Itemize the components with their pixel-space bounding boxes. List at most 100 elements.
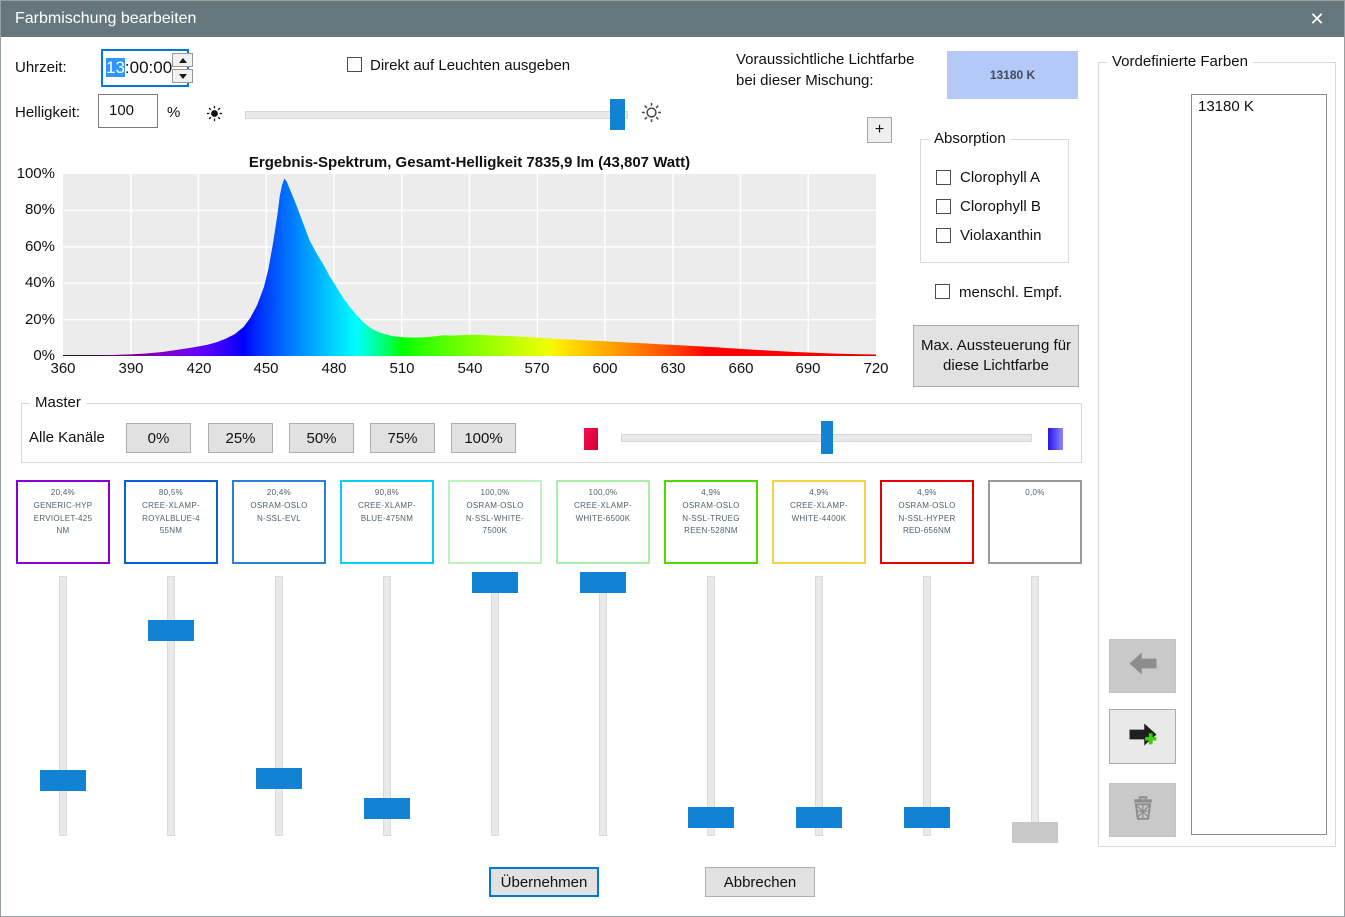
human-perception-checkbox[interactable]: [935, 284, 950, 299]
channel-name: CREE-XLAMP-WHITE-6500K: [574, 500, 632, 523]
x-axis-tick-label: 570: [524, 360, 550, 377]
time-label: Uhrzeit:: [15, 59, 67, 76]
channel-slider-handle[interactable]: [40, 769, 86, 791]
channel-slider-track[interactable]: [599, 576, 607, 836]
time-spin-down-button[interactable]: [172, 69, 194, 83]
master-preset-button[interactable]: 100%: [451, 423, 516, 453]
master-red-swatch: [584, 428, 598, 450]
brightness-slider-handle[interactable]: [609, 99, 625, 130]
channel-box[interactable]: 90,8% CREE-XLAMP-BLUE-475NM: [340, 480, 434, 564]
expected-color-value: 13180 K: [989, 68, 1036, 82]
arrow-left-icon: [1127, 650, 1159, 682]
channel-box[interactable]: 100,0% CREE-XLAMP-WHITE-6500K: [556, 480, 650, 564]
master-slider-handle[interactable]: [820, 421, 833, 454]
brightness-value: 100: [109, 102, 135, 119]
channel-box[interactable]: 100,0% OSRAM-OSLON-SSL-WHITE-7500K: [448, 480, 542, 564]
plus-button[interactable]: +: [867, 117, 892, 143]
y-axis-tick-label: 100%: [16, 165, 55, 182]
channel-percent: 4,9%: [701, 488, 721, 497]
x-axis-tick-label: 540: [457, 360, 483, 377]
time-spin-up-button[interactable]: [172, 53, 194, 67]
human-perception-label: menschl. Empf.: [959, 284, 1063, 301]
channel-slider-handle[interactable]: [256, 768, 302, 790]
channel-slider-handle[interactable]: [148, 620, 194, 642]
close-icon[interactable]: ✕: [1309, 9, 1325, 29]
y-axis-tick-label: 80%: [24, 201, 55, 218]
spectrum-svg: [63, 174, 876, 356]
up-arrow-icon: [178, 57, 187, 63]
max-drive-button[interactable]: Max. Aussteuerung für diese Lichtfarbe: [913, 325, 1079, 387]
y-axis-tick-label: 40%: [24, 274, 55, 291]
master-preset-button[interactable]: 25%: [208, 423, 273, 453]
channel-percent: 100,0%: [480, 488, 510, 497]
window-title: Farbmischung bearbeiten: [15, 10, 197, 27]
x-axis-tick-label: 450: [253, 360, 279, 377]
channel-box[interactable]: 4,9% OSRAM-OSLON-SSL-HYPERRED-656NM: [880, 480, 974, 564]
absorption-checkbox[interactable]: [936, 170, 951, 185]
y-axis-tick-label: 0%: [33, 347, 55, 364]
absorption-group: Absorption Clorophyll A Clorophyll B Viola…: [920, 130, 1069, 263]
delete-color-button[interactable]: [1109, 783, 1176, 837]
brightness-slider-track[interactable]: [245, 111, 628, 119]
channel-slider-track[interactable]: [383, 576, 391, 836]
channel-name: CREE-XLAMP-WHITE-4400K: [790, 500, 848, 523]
trash-icon: [1128, 793, 1158, 828]
channel-slider-track[interactable]: [59, 576, 67, 836]
channel-name: OSRAM-OSLON-SSL-WHITE-7500K: [465, 500, 525, 536]
channel-name: CREE-XLAMP-BLUE-475NM: [358, 500, 416, 523]
channel-slider-track[interactable]: [167, 576, 175, 836]
channel-name: CREE-XLAMP-ROYALBLUE-455NM: [142, 500, 200, 536]
time-input[interactable]: 13:00:00: [101, 49, 194, 87]
brightness-input[interactable]: 100: [98, 94, 158, 128]
expected-color-label-line2: bei dieser Mischung:: [736, 72, 874, 89]
channel-slider-handle[interactable]: [580, 572, 626, 593]
channel-slider-handle[interactable]: [1012, 821, 1058, 843]
channel-slider-handle[interactable]: [688, 807, 734, 829]
channel-slider-track[interactable]: [275, 576, 283, 836]
channel-box[interactable]: 0,0%: [988, 480, 1082, 564]
channel-slider-handle[interactable]: [472, 572, 518, 593]
x-axis-tick-label: 660: [728, 360, 754, 377]
predefined-colors-list[interactable]: 13180 K: [1191, 94, 1327, 835]
y-axis-tick-label: 60%: [24, 238, 55, 255]
apply-button[interactable]: Übernehmen: [489, 867, 599, 897]
absorption-group-title: Absorption: [929, 130, 1011, 147]
cancel-button[interactable]: Abbrechen: [705, 867, 815, 897]
sun-bright-icon: [641, 102, 662, 128]
time-rest-segment: :00:00: [124, 58, 173, 77]
channel-percent: 90,8%: [374, 488, 400, 497]
absorption-checkbox[interactable]: [936, 228, 951, 243]
channel-box[interactable]: 20,4% GENERIC-HYPERVIOLET-425NM: [16, 480, 110, 564]
master-preset-button[interactable]: 50%: [289, 423, 354, 453]
add-color-button[interactable]: [1109, 709, 1176, 764]
x-axis-tick-label: 690: [795, 360, 821, 377]
channel-box[interactable]: 20,4% OSRAM-OSLON-SSL-EVL: [232, 480, 326, 564]
channel-slider-track[interactable]: [707, 576, 715, 836]
chart-title: Ergebnis-Spektrum, Gesamt-Helligkeit 783…: [248, 154, 691, 171]
channel-box[interactable]: 4,9% CREE-XLAMP-WHITE-4400K: [772, 480, 866, 564]
channel-slider-track[interactable]: [815, 576, 823, 836]
x-axis-tick-label: 630: [660, 360, 686, 377]
channel-slider-handle[interactable]: [796, 807, 842, 829]
channel-box[interactable]: 4,9% OSRAM-OSLON-SSL-TRUEGREEN-528NM: [664, 480, 758, 564]
direct-output-checkbox[interactable]: [347, 57, 362, 72]
sun-dim-icon: [206, 105, 223, 127]
brightness-unit-label: %: [167, 104, 181, 121]
absorption-checkbox[interactable]: [936, 199, 951, 214]
master-preset-button[interactable]: 0%: [126, 423, 191, 453]
master-preset-button[interactable]: 75%: [370, 423, 435, 453]
channel-percent: 4,9%: [917, 488, 937, 497]
channel-slider-handle[interactable]: [904, 807, 950, 829]
absorption-checkbox-label: Violaxanthin: [960, 227, 1042, 244]
channel-slider-track[interactable]: [491, 576, 499, 836]
channel-slider-track[interactable]: [1031, 576, 1039, 836]
channel-name: OSRAM-OSLON-SSL-TRUEGREEN-528NM: [682, 500, 740, 536]
channel-slider-track[interactable]: [923, 576, 931, 836]
x-axis-tick-label: 480: [321, 360, 347, 377]
channel-box[interactable]: 80,5% CREE-XLAMP-ROYALBLUE-455NM: [124, 480, 218, 564]
channel-slider-handle[interactable]: [364, 798, 410, 820]
x-axis-tick-label: 720: [863, 360, 889, 377]
move-left-button[interactable]: [1109, 639, 1176, 693]
predefined-color-item[interactable]: 13180 K: [1198, 98, 1254, 115]
